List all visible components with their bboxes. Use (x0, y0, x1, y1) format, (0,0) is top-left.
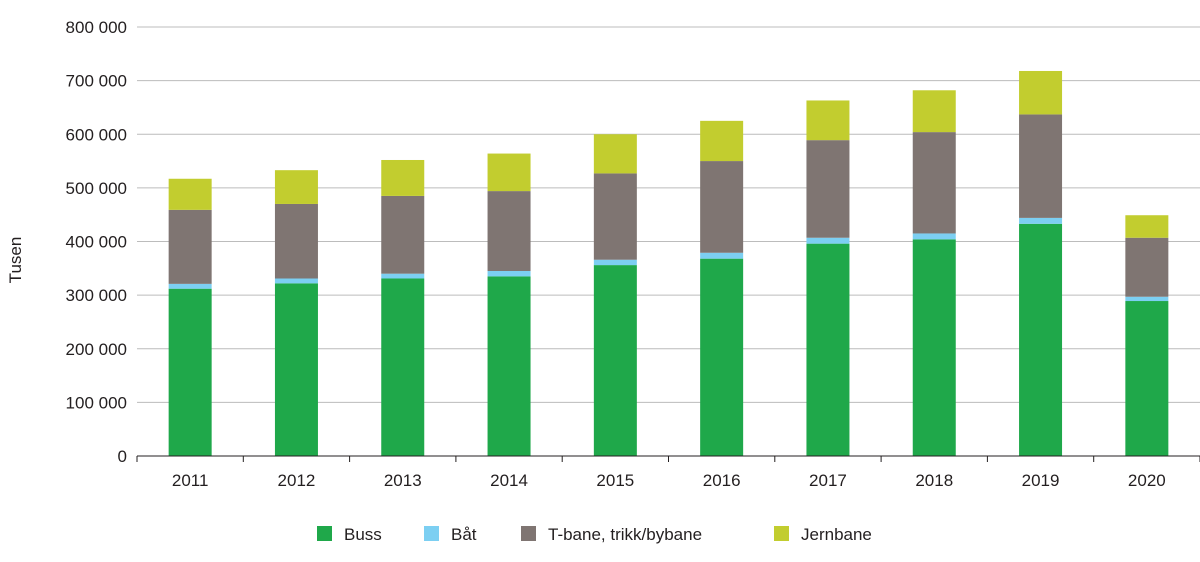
legend-swatch (317, 526, 332, 541)
x-tick-label: 2015 (596, 471, 634, 490)
bar-2016-t-bane-trikk-bybane (700, 161, 744, 253)
y-tick-label: 400 000 (66, 233, 127, 252)
bar-2014-jernbane (487, 153, 531, 192)
bar-2018-b-t (912, 233, 956, 240)
bar-2016-jernbane (700, 120, 744, 162)
bar-2017-jernbane (806, 100, 850, 141)
y-tick-label: 600 000 (66, 125, 127, 144)
bar-2015-jernbane (593, 134, 637, 174)
legend-swatch (774, 526, 789, 541)
y-tick-label: 0 (118, 447, 127, 466)
legend-swatch (424, 526, 439, 541)
bar-2012-buss (274, 283, 318, 456)
bar-2019-buss (1019, 223, 1063, 456)
x-tick-label: 2012 (278, 471, 316, 490)
bar-2011-b-t (168, 283, 212, 289)
x-tick-label: 2020 (1128, 471, 1166, 490)
y-tick-label: 800 000 (66, 18, 127, 37)
x-axis: 2011 2012 2013 2014 2015 2016 2017 2018 2019 2020 (136, 455, 1200, 490)
legend-label: T-bane, trikk/bybane (548, 525, 702, 544)
bar-2019-jernbane (1019, 70, 1063, 115)
bar-2018-jernbane (912, 90, 956, 133)
y-axis-label: Tusen (6, 237, 25, 284)
bar-2018-buss (912, 239, 956, 456)
bar-2016-buss (700, 258, 744, 456)
x-tick-label: 2018 (915, 471, 953, 490)
bar-2019-b-t (1019, 217, 1063, 224)
x-tick-label: 2013 (384, 471, 422, 490)
bar-2017-b-t (806, 237, 850, 244)
y-tick-label: 500 000 (66, 179, 127, 198)
y-tick-label: 200 000 (66, 340, 127, 359)
bar-2012-b-t (274, 278, 318, 284)
bar-2020-buss (1125, 301, 1169, 456)
bar-2020-t-bane-trikk-bybane (1125, 237, 1169, 297)
bar-2018-t-bane-trikk-bybane (912, 132, 956, 234)
legend-label: Buss (344, 525, 382, 544)
bar-2020-jernbane (1125, 215, 1169, 238)
x-tick-label: 2014 (490, 471, 528, 490)
x-tick-label: 2016 (703, 471, 741, 490)
bar-2013-t-bane-trikk-bybane (381, 195, 425, 274)
bars-group (168, 70, 1169, 456)
legend: Buss Båt T-bane, trikk/bybane Jernbane (317, 525, 872, 544)
legend-label: Jernbane (801, 525, 872, 544)
x-tick-label: 2011 (172, 471, 209, 490)
bar-2017-buss (806, 243, 850, 456)
bar-2011-t-bane-trikk-bybane (168, 209, 212, 284)
x-tick-label: 2017 (809, 471, 847, 490)
y-tick-label: 300 000 (66, 286, 127, 305)
y-tick-label: 700 000 (66, 72, 127, 91)
bar-2014-t-bane-trikk-bybane (487, 191, 531, 271)
bar-2017-t-bane-trikk-bybane (806, 140, 850, 238)
bar-2013-b-t (381, 273, 425, 279)
legend-label: Båt (451, 525, 477, 544)
bar-2013-buss (381, 278, 425, 456)
y-tick-label: 100 000 (66, 393, 127, 412)
bar-2013-jernbane (381, 159, 425, 196)
x-tick-label: 2019 (1022, 471, 1060, 490)
bar-2019-t-bane-trikk-bybane (1019, 114, 1063, 218)
bar-2014-buss (487, 276, 531, 456)
bar-2011-buss (168, 288, 212, 456)
bar-2015-buss (593, 265, 637, 456)
bar-2016-b-t (700, 252, 744, 259)
y-axis: 0 100 000 200 000 300 000 400 000 500 000 600 … (66, 18, 127, 466)
bar-2015-t-bane-trikk-bybane (593, 173, 637, 260)
bar-2014-b-t (487, 270, 531, 277)
bar-2020-b-t (1125, 296, 1169, 302)
bar-2012-t-bane-trikk-bybane (274, 203, 318, 279)
legend-swatch (521, 526, 536, 541)
bar-2011-jernbane (168, 178, 212, 210)
bar-2012-jernbane (274, 170, 318, 204)
bar-2015-b-t (593, 259, 637, 266)
